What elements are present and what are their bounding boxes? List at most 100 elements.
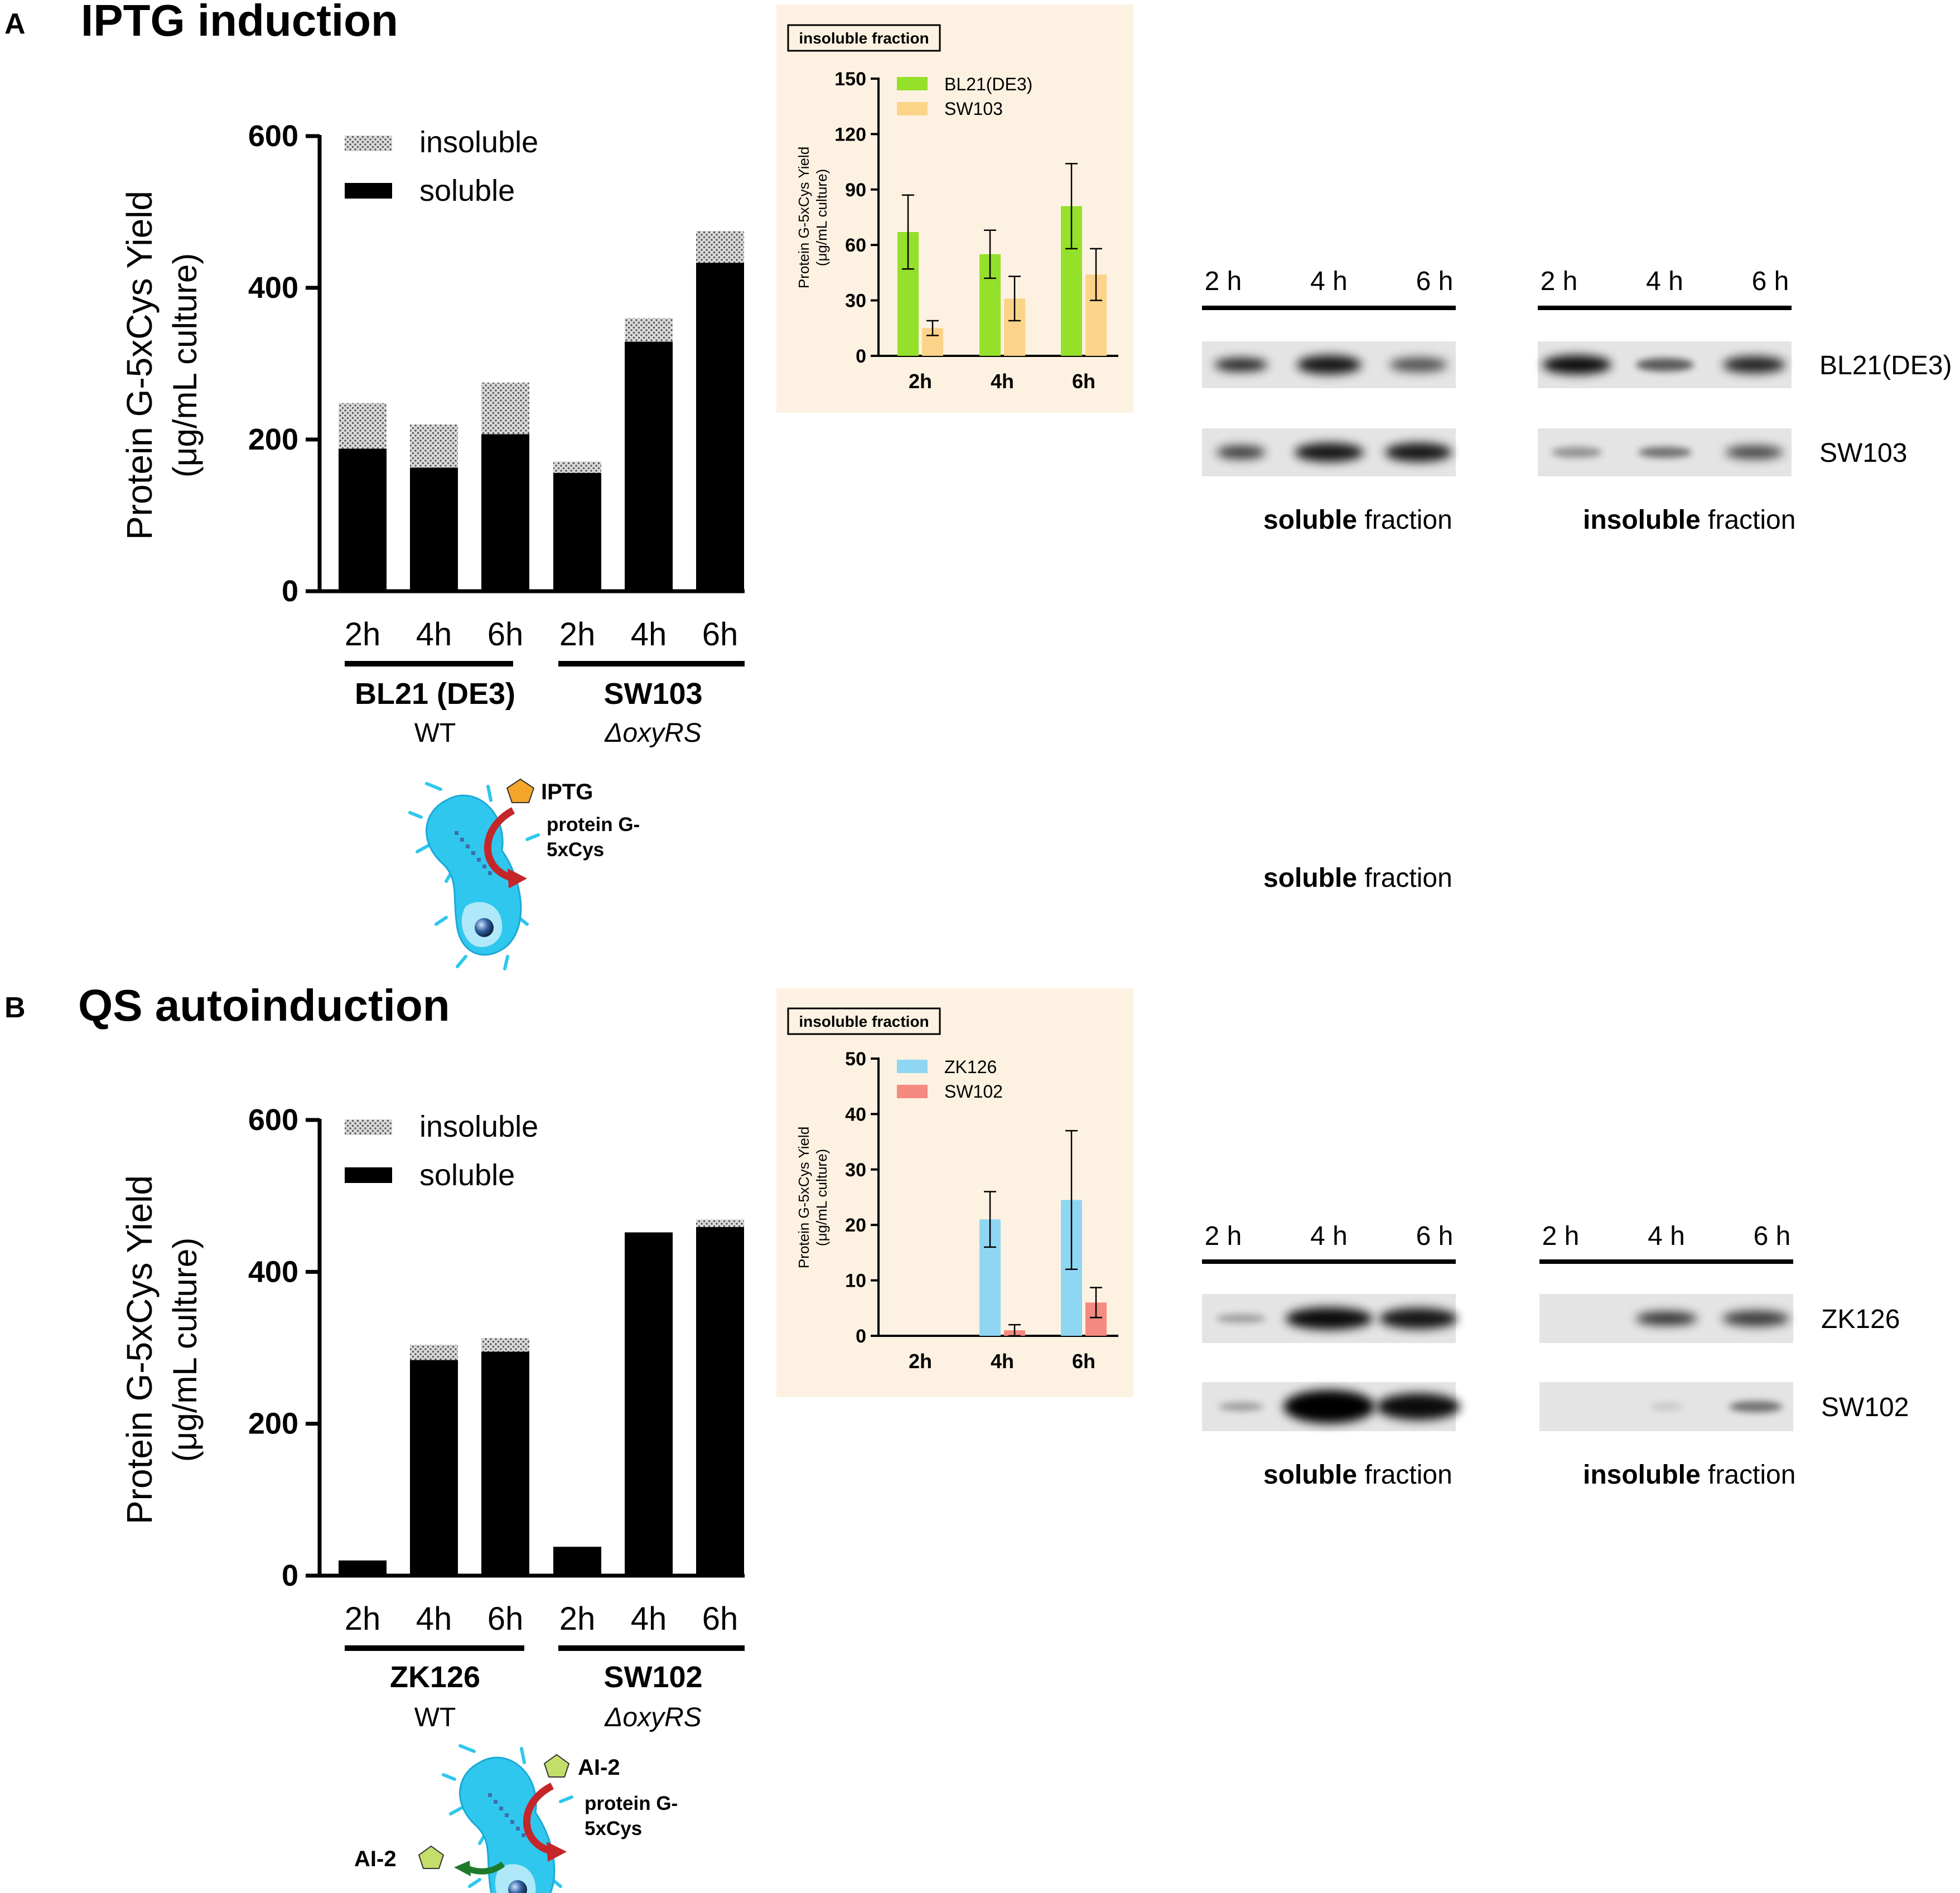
cell-pilus [435,916,448,926]
y-axis-label: Protein G-5xCys Yield [119,1175,160,1524]
y-tick-label: 600 [248,1103,298,1137]
bacterium-cell-icon [408,782,540,970]
legend-swatch-soluble [345,183,392,199]
blot-band [1286,1307,1373,1330]
cell-icon-a: IPTG protein G- 5xCys [408,778,640,970]
x-tick-label: 2h [909,1350,932,1373]
plasmid-dot [460,838,464,842]
y-tick-label: 60 [845,235,866,256]
blot-band [1722,1311,1789,1326]
nucleoid-icon [475,918,494,937]
x-tick-label: 6h [702,1601,738,1637]
blot-fraction-label: soluble fraction [1263,505,1452,535]
blot-band [1723,356,1785,373]
nucleoid-icon [508,1880,527,1893]
cell-body [459,1756,556,1893]
inset-box-label: insoluble fraction [799,1013,929,1030]
blot-time-label: 2 h [1541,267,1578,296]
cell-pilus [449,1805,465,1815]
x-tick-label: 4h [631,1601,667,1637]
blot-time-label: 6 h [1752,267,1789,296]
y-tick-label: 0 [856,1326,866,1347]
ai2-molecule-icon [543,1754,570,1778]
cell-pilus [503,955,509,970]
strain-name: SW103 [604,677,702,711]
x-tick-label: 6h [487,616,524,653]
inset-y-label-units: (μg/mL culture) [813,169,830,266]
cell-pilus [525,833,540,841]
y-tick-label: 30 [845,291,866,312]
strain-type: WT [414,1703,456,1732]
main-chart-a: Protein G-5xCys Yield (μg/mL culture) 0 2… [119,119,745,748]
x-tick-label: 6h [1072,370,1095,393]
blot-fraction-label: soluble fraction [1263,1460,1452,1490]
y-tick-label: 0 [282,574,298,608]
y-tick-label: 200 [248,1407,298,1441]
blot-time-label: 2 h [1205,1221,1242,1251]
x-tick-label: 2h [345,1601,381,1637]
strain-name: SW102 [604,1660,702,1694]
cell-pilus [520,1747,526,1764]
product-label: protein G- [547,814,640,836]
cell-pilus [425,782,442,791]
legend-label-zk126: ZK126 [944,1057,997,1077]
plot-area: 0 200 400 600 2h 4h 6h 2h 4h 6h [248,1103,745,1637]
legend-swatch-zk126 [897,1060,928,1073]
bar-insoluble [410,1345,458,1360]
x-tick-label: 2h [559,1601,596,1637]
plasmid-dot [482,865,486,868]
western-blot-a: 2 h 4 h 6 h 2 h 4 h 6 h BL21(DE3) SW103 soluble… [1202,267,1952,893]
plasmid-dot [505,1813,509,1817]
expression-arrow-icon [523,1783,554,1855]
iptg-molecule-icon [506,778,535,803]
product-label: 5xCys [547,839,604,861]
bar-soluble [696,263,744,591]
y-tick-label: 30 [845,1160,866,1181]
x-tick-label: 2h [559,616,596,653]
bar-insoluble [481,383,529,434]
plasmid-dot [522,1833,525,1837]
bar-soluble [553,472,601,591]
product-label: 5xCys [585,1818,642,1839]
bar-insoluble [625,318,673,342]
legend-swatch-sw103 [897,102,928,115]
y-tick-label: 0 [282,1559,298,1592]
x-tick-label: 4h [631,616,667,653]
blot-band [1725,446,1783,459]
legend-label-bl21: BL21(DE3) [944,74,1032,94]
panel-letter: A [4,8,26,40]
x-tick-label: 4h [416,616,452,653]
inset-y-label: Protein G-5xCys Yield [795,147,812,288]
legend-label-soluble: soluble [419,174,515,207]
bar-insoluble [553,461,601,473]
bar-soluble [696,1226,744,1576]
x-tick-label: 6h [487,1601,524,1637]
x-tick-label: 2h [909,370,932,393]
legend-swatch-sw102 [897,1085,928,1098]
y-tick-label: 400 [248,1255,298,1288]
plot-area: 0 200 400 600 2h 4h 6h 2h 4h 6h [248,119,745,653]
legend-swatch-soluble [345,1167,392,1183]
strain-genotype: ΔoxyRS [604,718,702,748]
inset-a: insoluble fraction Protein G-5xCys Yield… [776,4,1133,413]
inset-plot-area: 0 10 20 30 40 50 2h 4h 6h [845,1049,1118,1373]
blot-band [1214,358,1268,371]
x-tick-label: 4h [991,1350,1014,1373]
inset-b: insoluble fraction Protein G-5xCys Yield… [776,988,1133,1397]
bar-insoluble [696,231,744,263]
legend-label-sw102: SW102 [944,1081,1003,1102]
blot-time-label: 6 h [1416,267,1454,296]
cell-pilus [456,955,467,968]
bar-insoluble [696,1219,744,1227]
blot-fraction-label: insoluble fraction [1583,505,1795,535]
y-tick-label: 90 [845,180,866,201]
blot-fraction-label: soluble fraction [1263,863,1452,893]
strain-name: BL21 (DE3) [355,677,515,711]
bar-soluble [553,1547,601,1576]
blot-time-label: 4 h [1310,1221,1348,1251]
inset-y-label-units: (μg/mL culture) [813,1149,830,1246]
plasmid-dot [499,1807,503,1810]
blot-row-label: ZK126 [1821,1305,1900,1334]
panel-title: IPTG induction [81,0,398,45]
